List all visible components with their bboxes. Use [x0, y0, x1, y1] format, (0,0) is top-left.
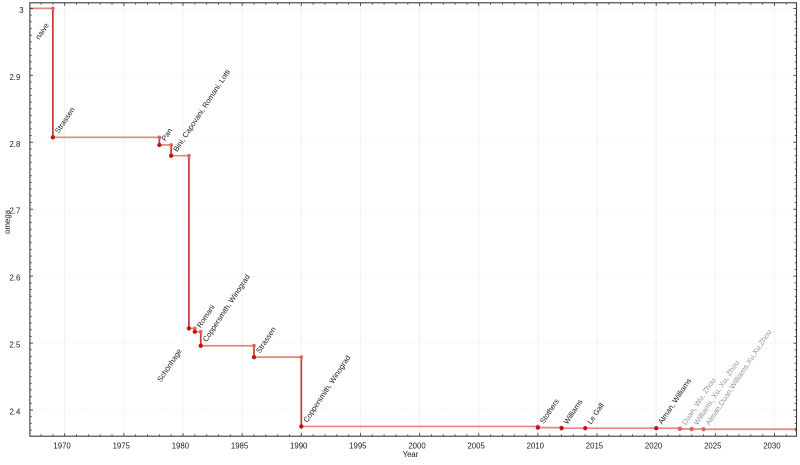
svg-text:1980: 1980: [172, 441, 190, 450]
svg-text:2020: 2020: [645, 441, 663, 450]
svg-text:2025: 2025: [704, 441, 722, 450]
svg-text:2.7: 2.7: [9, 207, 20, 216]
svg-text:2.6: 2.6: [9, 274, 20, 283]
svg-text:omega: omega: [3, 209, 12, 234]
svg-text:1995: 1995: [349, 441, 367, 450]
svg-text:1970: 1970: [53, 441, 71, 450]
svg-text:2.4: 2.4: [9, 408, 21, 417]
svg-text:Year: Year: [403, 450, 419, 459]
svg-text:3: 3: [19, 6, 23, 15]
svg-text:1985: 1985: [231, 441, 249, 450]
svg-text:2030: 2030: [763, 441, 781, 450]
svg-text:2.8: 2.8: [9, 140, 20, 149]
svg-text:2005: 2005: [467, 441, 485, 450]
svg-text:1975: 1975: [113, 441, 131, 450]
svg-text:2000: 2000: [408, 441, 426, 450]
svg-text:1990: 1990: [290, 441, 308, 450]
svg-text:2010: 2010: [527, 441, 545, 450]
svg-text:2015: 2015: [586, 441, 604, 450]
svg-text:2.5: 2.5: [9, 341, 21, 350]
svg-text:2.9: 2.9: [9, 73, 20, 82]
